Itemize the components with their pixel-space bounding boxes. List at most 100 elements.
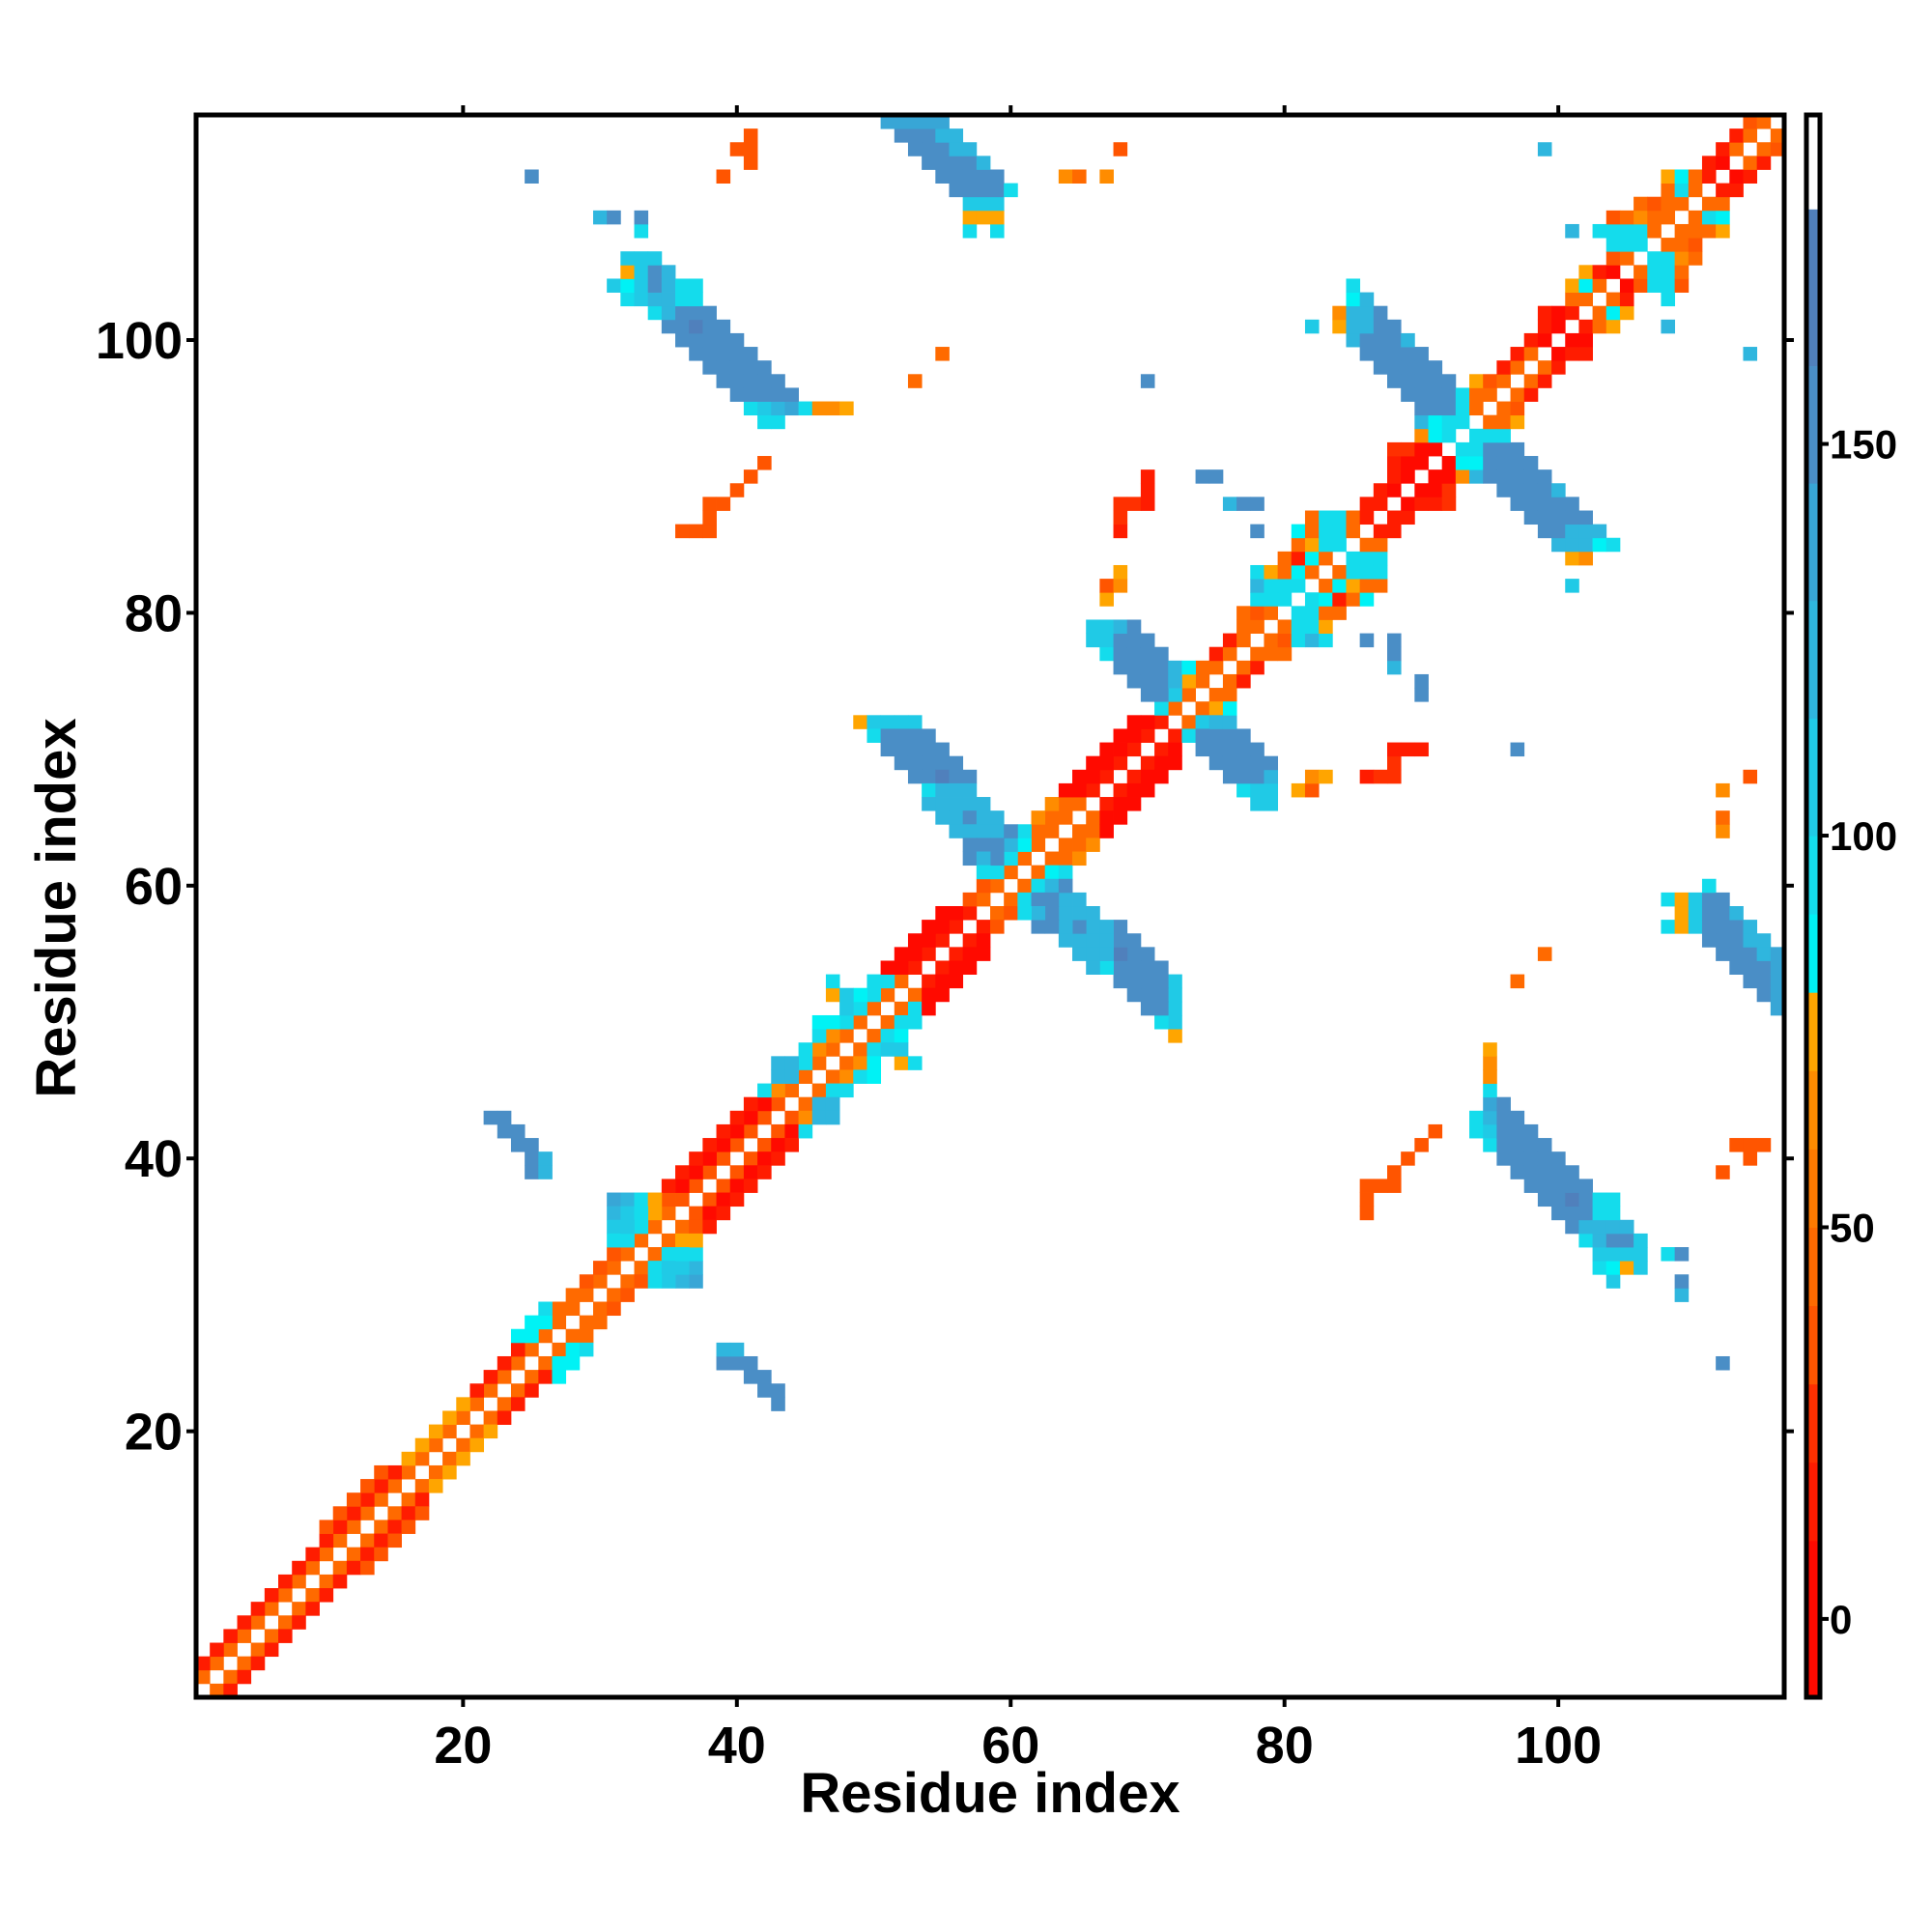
heatmap-cell <box>1072 824 1087 838</box>
heatmap-cell <box>962 196 978 212</box>
heatmap-cell <box>949 906 964 921</box>
heatmap-cell <box>1031 838 1046 852</box>
heatmap-cell <box>1195 715 1210 729</box>
heatmap-cell <box>675 1165 690 1179</box>
heatmap-cell <box>1222 715 1237 729</box>
heatmap-cell <box>894 1042 909 1057</box>
heatmap-cell <box>387 1464 402 1480</box>
heatmap-cell <box>1291 606 1306 620</box>
heatmap-cell <box>702 332 717 348</box>
heatmap-cell <box>825 1029 840 1043</box>
heatmap-cell <box>976 947 991 961</box>
heatmap-cell <box>907 142 923 156</box>
heatmap-cell <box>853 715 867 729</box>
heatmap-cell <box>538 1355 553 1371</box>
heatmap-cell <box>552 1342 567 1357</box>
heatmap-cell <box>1099 920 1114 934</box>
colorbar-segment <box>1806 115 1820 210</box>
heatmap-cell <box>1441 483 1457 497</box>
heatmap-cell <box>1537 1192 1552 1208</box>
heatmap-cell <box>1140 374 1155 388</box>
heatmap-cell <box>593 210 608 225</box>
heatmap-cell <box>1250 619 1264 634</box>
heatmap-cell <box>867 715 882 729</box>
heatmap-cell <box>907 742 923 757</box>
colorbar-segment <box>1806 992 1820 1071</box>
heatmap-cell <box>894 755 909 771</box>
heatmap-cell <box>907 115 923 129</box>
heatmap-cell <box>1743 920 1758 934</box>
heatmap-cell <box>1304 619 1320 634</box>
heatmap-cell <box>1510 441 1525 457</box>
heatmap-cell <box>1113 933 1128 948</box>
heatmap-cell <box>976 169 991 184</box>
heatmap-cell <box>839 401 854 416</box>
heatmap-cell <box>538 1165 553 1179</box>
heatmap-cell <box>1319 619 1333 634</box>
heatmap-cell <box>757 374 772 388</box>
heatmap-cell <box>1222 755 1237 771</box>
heatmap-cell <box>894 947 909 961</box>
heatmap-cell <box>1578 278 1593 293</box>
heatmap-cell <box>1716 1355 1730 1371</box>
heatmap-cell <box>1387 1165 1402 1179</box>
heatmap-cell <box>1729 920 1744 934</box>
heatmap-cell <box>1483 441 1497 457</box>
heatmap-cell <box>1099 755 1114 771</box>
heatmap-cell <box>716 1355 731 1371</box>
heatmap-cell <box>1743 960 1758 975</box>
heatmap-cell <box>1031 920 1046 934</box>
heatmap-cell <box>976 210 991 225</box>
heatmap-cell <box>1756 987 1772 1003</box>
heatmap-cell <box>1428 483 1443 497</box>
heatmap-cell <box>867 1056 882 1070</box>
heatmap-cell <box>1523 469 1539 484</box>
colorbar-segment <box>1806 1149 1820 1228</box>
heatmap-cell <box>1140 469 1155 484</box>
heatmap-cell <box>1647 210 1662 225</box>
heatmap-cell <box>374 1533 388 1548</box>
heatmap-cell <box>1017 851 1032 867</box>
heatmap-cell <box>1756 115 1772 129</box>
heatmap-cell <box>1031 906 1046 921</box>
heatmap-cell <box>1113 619 1128 634</box>
heatmap-cell <box>360 1533 375 1548</box>
heatmap-cell <box>305 1547 320 1562</box>
heatmap-cell <box>990 878 1005 894</box>
heatmap-cell <box>1359 1179 1375 1193</box>
heatmap-cell <box>1058 933 1073 948</box>
heatmap-cell <box>757 1083 772 1098</box>
heatmap-cell <box>1140 688 1155 702</box>
heatmap-cell <box>250 1642 266 1658</box>
heatmap-cell <box>1537 469 1552 484</box>
heatmap-cell <box>1113 497 1128 511</box>
heatmap-cell <box>1565 537 1579 553</box>
heatmap-cell <box>1332 319 1347 334</box>
heatmap-cell <box>1605 305 1621 321</box>
heatmap-cell <box>922 742 936 757</box>
heatmap-cell <box>729 1123 745 1139</box>
heatmap-cell <box>1537 305 1552 321</box>
heatmap-cell <box>1072 920 1087 934</box>
heatmap-cell <box>1688 892 1703 907</box>
heatmap-cell <box>743 1165 758 1179</box>
heatmap-cell <box>428 1424 443 1439</box>
heatmap-cell <box>962 851 978 867</box>
heatmap-cell <box>210 1656 224 1671</box>
heatmap-cell <box>1537 319 1552 334</box>
heatmap-cell <box>1373 564 1388 580</box>
heatmap-cell <box>1455 441 1470 457</box>
heatmap-cell <box>702 1192 717 1208</box>
heatmap-cell <box>510 1383 526 1398</box>
heatmap-cell <box>1099 810 1114 825</box>
heatmap-cell <box>949 769 964 784</box>
heatmap-cell <box>743 387 758 402</box>
heatmap-cell <box>1250 592 1264 607</box>
heatmap-cell <box>1058 906 1073 921</box>
heatmap-cell <box>976 920 991 934</box>
heatmap-cell <box>360 1479 375 1493</box>
heatmap-cell <box>1291 633 1306 648</box>
heatmap-cell <box>1359 347 1375 361</box>
heatmap-cell <box>1058 865 1073 880</box>
heatmap-cell <box>620 251 635 266</box>
